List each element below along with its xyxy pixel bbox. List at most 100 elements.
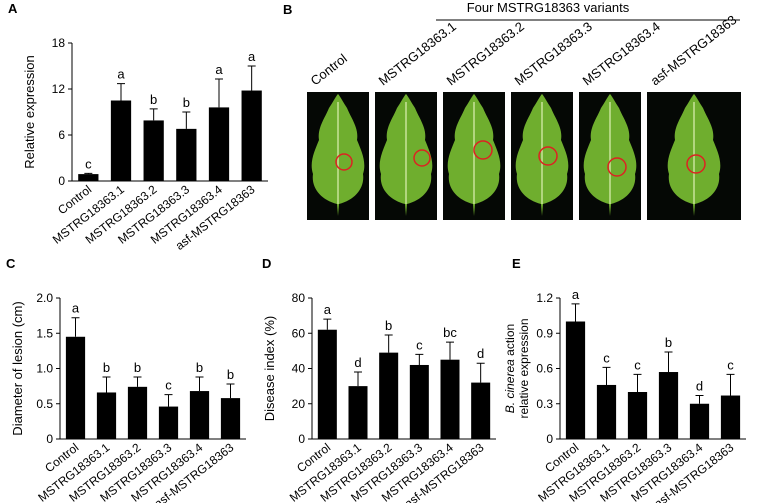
y-axis-label: Diameter of lesion (cm) [10,301,25,435]
error-bar [195,376,204,392]
photo-panel: B Four MSTRG18363 variants [283,0,741,220]
significance-letter: c [416,337,423,352]
bar [720,395,741,439]
panel-label: C [6,256,16,271]
bar [471,382,491,439]
y-tick-label: 0.3 [536,397,553,411]
error-bar [226,383,235,399]
y-tick-label: 80 [292,291,306,305]
significance-letter: b [385,318,392,333]
leaf-photo [579,92,641,220]
y-tick-label: 0 [58,174,65,188]
y-tick-label: 0.5 [36,397,53,411]
photo-label: Control [308,51,350,89]
bar [440,359,460,439]
significance-letter: d [477,346,484,361]
significance-letter: b [227,367,234,382]
error-bar [149,108,158,121]
bar [348,386,368,439]
y-tick-label: 1.0 [36,362,53,376]
error-bar [476,362,485,383]
error-bar [164,394,173,407]
error-bar [247,65,256,91]
error-bar [71,317,80,337]
bar [208,107,230,181]
bar [158,406,179,439]
bar [176,128,197,181]
y-tick-label: 0 [46,432,53,446]
leaf-photo [511,92,573,220]
panel-label: B [283,2,292,17]
significance-letter: c [85,156,92,171]
error-bar [664,351,673,373]
significance-letter: b [103,360,110,375]
y-axis-label: relative expression [517,318,531,418]
significance-letter: b [150,92,157,107]
y-tick-label: 0.6 [536,362,553,376]
y-axis-label: Disease index (%) [262,316,277,422]
significance-letter: b [134,360,141,375]
error-bar [182,111,191,129]
error-bar [384,334,393,353]
y-tick-label: 0 [546,432,553,446]
panel-header: Four MSTRG18363 variants [467,0,630,15]
bar [96,392,117,439]
y-tick-label: 2.0 [36,291,53,305]
bar [220,398,241,439]
error-bar [571,303,580,322]
error-bar [446,341,454,360]
bar [110,100,132,181]
significance-letter: b [665,335,672,350]
y-tick-label: 1.5 [36,326,53,340]
y-tick-label: 20 [292,397,306,411]
bar [127,386,148,439]
panel-label: D [262,256,271,271]
y-tick-label: 12 [52,82,66,96]
error-bar [84,172,93,175]
significance-letter: d [354,355,361,370]
significance-letter: c [727,357,734,372]
significance-letter: a [215,62,223,77]
bar [241,90,262,181]
significance-letter: b [196,360,203,375]
y-tick-label: 60 [292,326,306,340]
y-tick-label: 18 [52,36,66,50]
y-axis-label: B. cinerea action [503,324,517,413]
error-bar [695,395,704,404]
significance-letter: a [324,302,332,317]
significance-letter: a [248,49,256,64]
significance-letter: d [696,379,703,394]
significance-letter: a [572,287,580,302]
error-bar [323,318,332,330]
bar [65,336,86,439]
significance-letter: a [72,301,80,316]
leaf-photo [375,92,437,220]
bar [317,329,337,439]
y-axis-label: Relative expression [22,55,37,168]
error-bar [633,373,642,392]
bar [379,352,399,439]
y-tick-label: 0.9 [536,326,553,340]
bar [596,384,617,439]
leaf-photo [647,92,741,220]
error-bar [102,376,111,393]
panel-label: E [512,256,521,271]
y-tick-label: 6 [58,128,65,142]
chart-panel: E 0 0.3 0.6 0.9 1.2 B. cinerea action relative … [503,256,746,503]
bar [409,364,429,439]
leaf-photo [443,92,505,220]
bar [689,403,710,439]
error-bar [133,376,142,387]
photo-label: asf-MSTRG18363 [648,12,740,88]
significance-letter: bc [443,325,457,340]
y-tick-label: 1.2 [536,291,553,305]
error-bar [215,78,223,108]
y-axis-label-italic: B. cinerea [503,359,517,413]
bar [627,392,648,439]
error-bar [726,373,735,396]
bar [565,321,586,439]
bar [143,120,164,181]
y-axis-label-part: action [503,324,517,359]
